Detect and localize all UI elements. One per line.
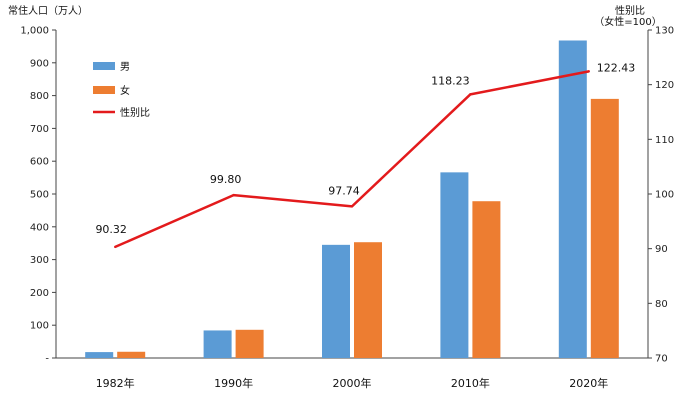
sex-ratio-data-label: 90.32 bbox=[95, 223, 127, 236]
sex-ratio-point bbox=[114, 245, 117, 249]
bar-female bbox=[354, 242, 382, 358]
right-axis-title-line1: 性别比 bbox=[615, 4, 645, 17]
right-tick-label: 100 bbox=[655, 190, 674, 201]
sex-ratio-data-label: 99.80 bbox=[210, 173, 242, 186]
sex-ratio-data-label: 97.74 bbox=[328, 184, 360, 197]
bar-male bbox=[440, 172, 469, 358]
bar-female bbox=[235, 329, 264, 358]
legend-label-male: 男 bbox=[120, 61, 130, 73]
legend-swatch-male bbox=[93, 62, 115, 70]
legend-swatch-female bbox=[93, 86, 115, 94]
sex-ratio-line-group: 90.32 99.80 97.74 118.23 122.43 bbox=[95, 61, 636, 249]
left-tick-label: 900 bbox=[30, 58, 49, 69]
right-tick-label: 120 bbox=[655, 80, 674, 91]
bar-male bbox=[558, 40, 587, 358]
right-axis-title-line2: （女性=100） bbox=[594, 15, 661, 28]
left-tick-label: 800 bbox=[30, 91, 49, 102]
category-label: 2010年 bbox=[451, 376, 490, 390]
category-label: 2000年 bbox=[333, 376, 372, 390]
left-tick-label: - bbox=[45, 354, 49, 365]
left-tick-label: 1,000 bbox=[20, 26, 49, 37]
left-tick-label: 300 bbox=[30, 255, 49, 266]
bar-female bbox=[472, 201, 501, 358]
category-label: 1982年 bbox=[96, 376, 135, 390]
category-label: 2020年 bbox=[569, 376, 608, 390]
bar-female bbox=[590, 98, 619, 358]
right-tick-label: 80 bbox=[655, 299, 668, 310]
left-tick-label: 500 bbox=[30, 190, 49, 201]
sex-ratio-point bbox=[350, 205, 354, 208]
left-tick-label: 600 bbox=[30, 157, 49, 168]
sex-ratio-data-label: 118.23 bbox=[431, 74, 470, 87]
left-tick-label: 100 bbox=[30, 321, 49, 332]
category-labels: 1982年 1990年 2000年 2010年 2020年 bbox=[96, 376, 609, 390]
legend-label-female: 女 bbox=[120, 84, 130, 97]
category-label: 1990年 bbox=[214, 376, 253, 390]
left-axis-title: 常住人口（万人） bbox=[8, 4, 88, 17]
sex-ratio-data-label: 122.43 bbox=[597, 61, 636, 74]
sex-ratio-point bbox=[232, 193, 235, 197]
bar-male bbox=[203, 330, 232, 358]
sex-ratio-point bbox=[587, 70, 590, 73]
right-tick-label: 70 bbox=[655, 354, 668, 365]
left-tick-label: 200 bbox=[30, 288, 49, 299]
right-tick-label: 110 bbox=[655, 135, 674, 146]
left-tick-label: 700 bbox=[30, 124, 49, 135]
right-tick-label: 90 bbox=[655, 244, 668, 255]
bar-female bbox=[117, 351, 146, 358]
bar-male bbox=[322, 244, 350, 358]
left-axis-ticks: - 100 200 300 400 500 600 700 800 900 1,000 bbox=[20, 26, 56, 365]
left-tick-label: 400 bbox=[30, 222, 49, 233]
sex-ratio-point bbox=[469, 93, 472, 96]
right-axis-ticks: 70 80 90 100 110 120 130 bbox=[648, 26, 674, 365]
legend: 男 女 性别比 bbox=[93, 61, 150, 119]
sex-ratio-line bbox=[114, 70, 590, 249]
bar-male bbox=[85, 352, 114, 358]
bars-group bbox=[85, 40, 619, 358]
legend-label-ratio: 性别比 bbox=[120, 106, 150, 119]
right-tick-label: 130 bbox=[655, 26, 674, 37]
